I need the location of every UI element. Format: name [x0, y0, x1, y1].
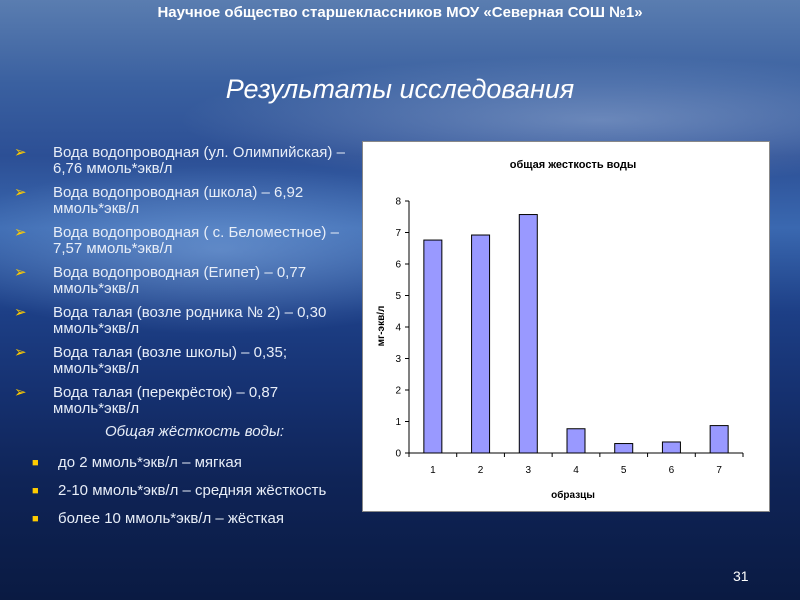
hardness-subheading: Общая жёсткость воды: [105, 423, 285, 440]
list-item-text: Вода талая (возле школы) – 0,35; ммоль*э… [53, 344, 287, 377]
x-tick-label: 3 [526, 465, 532, 476]
x-tick-label: 4 [573, 465, 579, 476]
list-item-text: Вода водопроводная ( с. Беломестное) – 7… [53, 224, 339, 257]
y-tick-label: 1 [395, 417, 401, 428]
y-tick-label: 3 [395, 354, 401, 365]
arrow-bullet-icon: ➢ [14, 264, 27, 281]
list-item: ➢ Вода водопроводная (школа) – 6,92 ммоль… [14, 185, 359, 217]
x-tick-label: 5 [621, 465, 627, 476]
x-tick-label: 6 [669, 465, 675, 476]
chart-panel: общая жесткость воды мг-экв/л образцы 0 1… [362, 141, 770, 512]
arrow-bullet-icon: ➢ [14, 344, 27, 361]
y-tick-label: 4 [395, 323, 401, 334]
page-number: 31 [733, 568, 749, 584]
list-item: ➢ Вода водопроводная (Египет) – 0,77 ммол… [14, 265, 359, 297]
list-item: ➢ Вода талая (перекрёсток) – 0,87 ммоль*э… [14, 385, 359, 417]
bar-5 [614, 443, 634, 454]
list-item-text: Вода водопроводная (Египет) – 0,77 ммоль… [53, 264, 307, 297]
arrow-bullet-icon: ➢ [14, 144, 27, 161]
bar-4 [566, 428, 586, 454]
header-text: Научное общество старшеклассников МОУ «С… [157, 4, 643, 21]
list-item-text: более 10 ммоль*экв/л – жёсткая [58, 510, 284, 527]
list-item: ➢ Вода талая (возле школы) – 0,35; ммоль*… [14, 345, 359, 377]
list-item-text: до 2 ммоль*экв/л – мягкая [58, 454, 242, 471]
bar-2 [471, 234, 491, 454]
bar-7 [709, 425, 729, 454]
x-tick-label: 1 [430, 465, 436, 476]
y-tick-label: 5 [395, 291, 401, 302]
arrow-bullet-icon: ➢ [14, 184, 27, 201]
square-bullet-icon: ■ [32, 513, 39, 525]
bar-1 [423, 239, 443, 454]
list-item: ■ более 10 ммоль*экв/л – жёсткая [32, 508, 362, 530]
list-item: ➢ Вода водопроводная ( с. Беломестное) – … [14, 225, 359, 257]
y-axis-label: мг-экв/л [376, 306, 387, 347]
square-bullet-icon: ■ [32, 457, 39, 469]
list-item: ➢ Вода водопроводная (ул. Олимпийская) – … [14, 145, 359, 177]
list-item: ■ до 2 ммоль*экв/л – мягкая [32, 452, 362, 474]
page-title: Результаты исследования [225, 74, 575, 104]
arrow-bullet-icon: ➢ [14, 384, 27, 401]
x-axis-label: образцы [551, 489, 595, 501]
x-tick-label: 2 [478, 465, 484, 476]
y-tick-label: 2 [395, 386, 401, 397]
y-tick-label: 8 [395, 197, 401, 208]
list-item: ■ 2-10 ммоль*экв/л – средняя жёсткость [32, 480, 362, 502]
bar-6 [661, 441, 681, 454]
list-item-text: Вода водопроводная (ул. Олимпийская) – 6… [53, 144, 345, 177]
y-tick-label: 6 [395, 260, 401, 271]
y-tick-label: 7 [395, 228, 401, 239]
y-tick-label: 0 [395, 449, 401, 460]
square-bullet-icon: ■ [32, 485, 39, 497]
list-item-text: Вода талая (возле родника № 2) – 0,30 мм… [53, 304, 327, 337]
arrow-bullet-icon: ➢ [14, 224, 27, 241]
list-item: ➢ Вода талая (возле родника № 2) – 0,30 м… [14, 305, 359, 337]
list-item-text: Вода талая (перекрёсток) – 0,87 ммоль*эк… [53, 384, 279, 417]
list-item-text: Вода водопроводная (школа) – 6,92 ммоль*… [53, 184, 304, 217]
arrow-bullet-icon: ➢ [14, 304, 27, 321]
chart-title: общая жесткость воды [510, 159, 636, 171]
results-list: ➢ Вода водопроводная (ул. Олимпийская) – … [14, 145, 359, 425]
hardness-scale-list: ■ до 2 ммоль*экв/л – мягкая ■ 2-10 ммоль*э… [32, 452, 362, 536]
x-tick-label: 7 [716, 465, 722, 476]
list-item-text: 2-10 ммоль*экв/л – средняя жёсткость [58, 482, 327, 499]
bar-chart: общая жесткость воды мг-экв/л образцы 0 1… [376, 159, 744, 501]
bar-3 [518, 214, 538, 454]
